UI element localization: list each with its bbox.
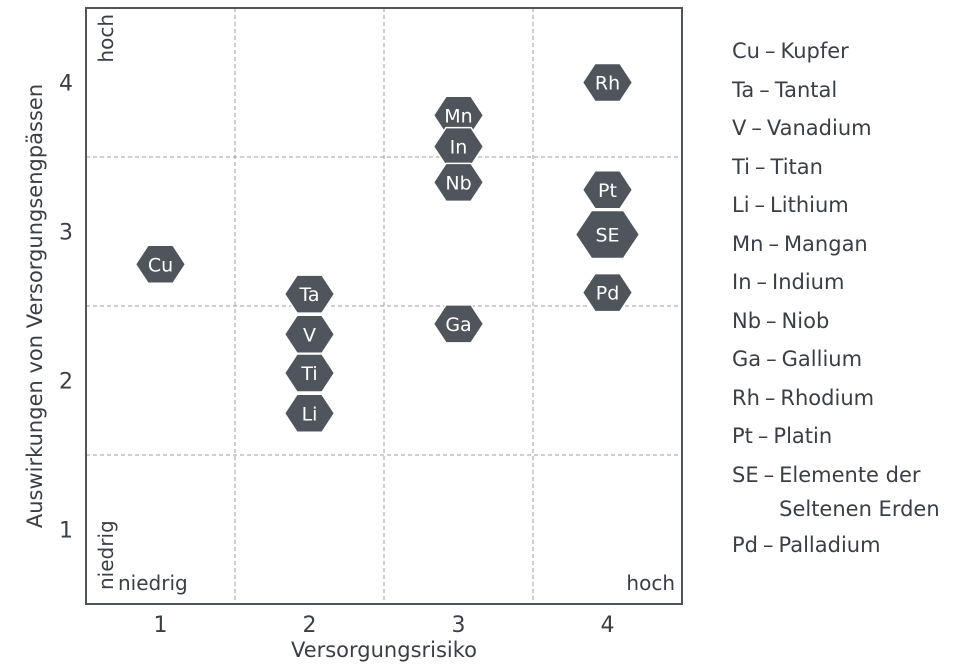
legend-name: Tantal [774, 77, 838, 102]
marker-se-hexagon [574, 209, 641, 260]
y-tick-label: 4 [59, 72, 73, 97]
legend-name: Vanadium [766, 116, 872, 140]
marker-cu-label: Cu [148, 254, 173, 276]
marker-li-hexagon [283, 393, 336, 434]
legend-item-in: In – Indium [732, 263, 960, 302]
legend-separator: – [766, 347, 777, 371]
x-axis-title: Versorgungsrisiko [291, 638, 477, 662]
y-tick-label: 3 [59, 221, 73, 246]
y-tick-label: 1 [59, 519, 73, 544]
legend-item-rh: Rh – Rhodium [732, 379, 960, 418]
x-high-label: hoch [626, 571, 675, 595]
legend-item-pd: Pd – Palladium [732, 526, 960, 565]
marker-pt-hexagon [581, 170, 634, 210]
legend-item-ga: Ga – Gallium [732, 340, 960, 379]
legend-name: Mangan [783, 231, 868, 256]
legend-name: Rhodium [780, 385, 875, 410]
legend-abbr: Pd [732, 532, 758, 557]
legend-separator: – [764, 39, 776, 63]
y-low-label: niedrig [94, 520, 118, 590]
legend-abbr: Mn [732, 231, 764, 256]
legend-separator: – [751, 116, 762, 140]
marker-ga-label: Ga [445, 314, 471, 336]
legend-abbr: SE [732, 462, 759, 487]
legend-item-v: V – Vanadium [732, 109, 960, 148]
legend-name: Titan [770, 154, 823, 179]
legend-name: Elemente der Seltenen Erden [779, 462, 940, 521]
marker-rh-label: Rh [595, 73, 620, 95]
legend-separator: – [763, 462, 775, 487]
x-tick-label: 3 [452, 613, 466, 638]
marker-rh-hexagon [581, 62, 634, 103]
marker-v-label: V [303, 324, 316, 346]
marker-ti-label: Ti [300, 363, 317, 385]
legend-separator: – [755, 154, 766, 179]
legend-abbr: Cu [732, 39, 760, 63]
x-tick-label: 1 [154, 613, 168, 638]
marker-pt-label: Pt [598, 180, 617, 202]
legend-abbr: Ga [732, 347, 762, 371]
marker-ga-hexagon [432, 304, 485, 344]
marker-nb-label: Nb [445, 172, 471, 194]
tick-labels: 1 2 3 4 1 2 3 4 [59, 72, 615, 639]
legend-item-pt: Pt – Platin [732, 417, 960, 456]
y-high-label: hoch [94, 14, 118, 63]
legend-abbr: In [732, 270, 752, 294]
x-tick-label: 4 [601, 613, 615, 638]
legend-name: Indium [772, 270, 845, 294]
legend-item-cu: Cu – Kupfer [732, 32, 960, 71]
x-tick-label: 2 [303, 613, 317, 638]
legend-separator: – [757, 424, 769, 448]
y-tick-label: 2 [59, 370, 73, 395]
marker-cu-hexagon [134, 244, 187, 285]
marker-ta-label: Ta [298, 284, 319, 306]
legend-separator: – [766, 308, 777, 333]
marker-pd-hexagon [581, 272, 634, 313]
marker-pd-label: Pd [596, 283, 620, 305]
legend-name: Lithium [770, 193, 849, 217]
legend-separator: – [763, 532, 774, 557]
legend-abbr: Ti [732, 154, 751, 179]
data-markers: Cu Ta V Ti Li Mn In Nb Ga Rh Pt SE Pd [134, 62, 641, 434]
marker-ta-hexagon [283, 274, 336, 314]
legend-item-ta: Ta – Tantal [732, 71, 960, 110]
x-low-label: niedrig [118, 571, 188, 595]
legend-separator: – [756, 270, 768, 294]
legend-name: Niob [781, 308, 830, 333]
legend: Cu – Kupfer Ta – Tantal V – Vanadium Ti – Titan Li – L… [732, 32, 960, 564]
marker-ti-hexagon [283, 353, 336, 393]
marker-mn-label: Mn [444, 105, 472, 127]
legend-item-nb: Nb – Niob [732, 302, 960, 341]
plot-frame [85, 7, 683, 605]
legend-item-se: SE – Elemente der Seltenen Erden [732, 456, 960, 526]
marker-in-label: In [450, 137, 468, 159]
marker-se-label: SE [595, 224, 619, 246]
marker-li-label: Li [302, 403, 318, 425]
legend-name: Kupfer [780, 39, 849, 63]
legend-item-li: Li – Lithium [732, 186, 960, 225]
legend-abbr: Pt [732, 424, 753, 448]
legend-name: Gallium [781, 347, 863, 371]
legend-abbr: Rh [732, 385, 760, 410]
legend-separator: – [768, 231, 779, 256]
marker-nb-hexagon [432, 162, 485, 203]
legend-abbr: V [732, 116, 747, 140]
legend-name: Palladium [778, 532, 881, 557]
legend-item-mn: Mn – Mangan [732, 225, 960, 264]
grid-lines [86, 8, 682, 604]
legend-name: Platin [773, 424, 833, 448]
legend-abbr: Li [732, 193, 750, 217]
legend-separator: – [754, 193, 766, 217]
legend-abbr: Nb [732, 308, 762, 333]
legend-item-ti: Ti – Titan [732, 148, 960, 187]
legend-abbr: Ta [732, 77, 755, 102]
legend-separator: – [764, 385, 776, 410]
y-axis-title: Auswirkungen von Versorgungsengpässen [23, 84, 47, 528]
legend-separator: – [759, 77, 770, 102]
